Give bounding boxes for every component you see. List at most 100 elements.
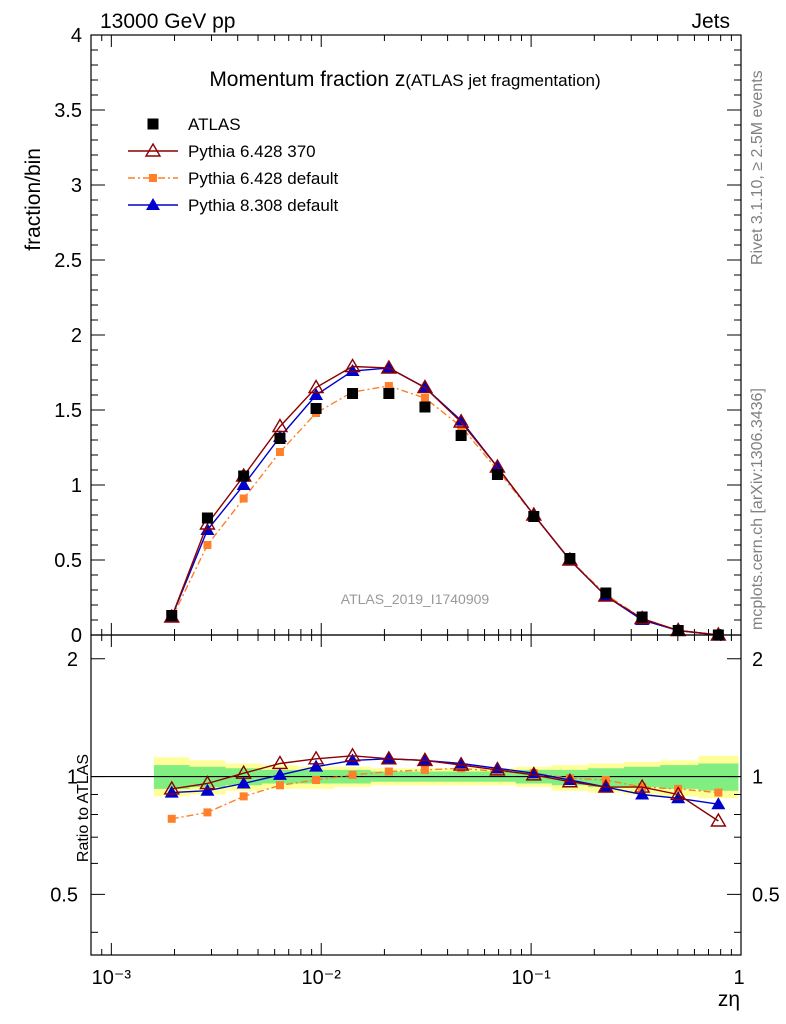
legend-label-p6_370: Pythia 6.428 370 (188, 142, 316, 161)
y-tick-label: 3.5 (54, 100, 82, 122)
data-point-atlas (672, 625, 684, 636)
ratio-series-p6_370 (163, 747, 727, 827)
chart-title-main: Momentum fraction z (209, 68, 405, 91)
y-tick-label: 3 (71, 175, 82, 197)
ratio-point-p6_default (239, 792, 248, 801)
data-point-atlas (600, 587, 612, 599)
ratio-point-p6_370 (416, 751, 434, 767)
main-y-axis-label: fraction/bin (22, 148, 45, 251)
ratio-point-p6_370 (163, 780, 180, 795)
data-point-p6_370 (416, 379, 434, 394)
ratio-y-tick-label-right: 1 (752, 767, 763, 789)
data-point-p6_default (384, 382, 393, 390)
ratio-point-p6_370 (561, 773, 579, 788)
legend-label-p6_default: Pythia 6.428 default (188, 169, 339, 188)
legend-item-p6_370: Pythia 6.428 370 (128, 142, 316, 161)
data-point-p6_370 (452, 413, 470, 428)
data-point-p8_default (454, 413, 469, 426)
data-point-atlas (274, 433, 286, 444)
ratio-y-tick-label: 1 (67, 767, 78, 789)
ratio-point-p6_370 (710, 812, 727, 827)
ratio-point-p6_370 (235, 764, 252, 779)
data-point-p6_default (420, 394, 429, 402)
y-tick-label: 2.5 (54, 250, 82, 272)
ratio-point-p8_default (635, 787, 650, 800)
data-point-p6_370 (307, 379, 325, 394)
data-point-p6_370 (271, 418, 289, 433)
legend-item-p6_default: Pythia 6.428 default (128, 169, 339, 188)
y-tick-label: 0.5 (54, 550, 82, 572)
data-point-p6_default (203, 541, 212, 549)
legend: ATLAS Pythia 6.428 370 Pythia 6.428 defaul… (128, 115, 339, 215)
legend-label-p8_default: Pythia 8.308 default (188, 196, 339, 215)
ratio-point-p6_370 (271, 755, 289, 770)
ratio-y-tick-label: 2 (67, 649, 78, 671)
ratio-y-tick-label-right: 2 (752, 649, 763, 671)
ratio-point-p8_default (200, 783, 215, 796)
x-axis-label: zη (718, 988, 740, 1011)
x-tick-label: 1 (733, 967, 744, 989)
legend-marker-p6_370 (144, 142, 162, 157)
x-tick-label: 10⁻¹ (511, 967, 551, 989)
ratio-point-p6_370 (307, 750, 325, 765)
data-point-p6_default (239, 494, 248, 503)
data-point-p8_default (236, 478, 251, 490)
ratio-point-p6_370 (597, 778, 615, 793)
data-point-p6_370 (380, 359, 398, 374)
ratio-point-p6_370 (489, 761, 506, 776)
data-point-atlas (636, 611, 648, 623)
ratio-line-p6_default (171, 767, 719, 820)
y-tick-label: 1 (71, 475, 82, 497)
ratio-point-p6_370 (344, 747, 361, 762)
y-tick-label: 4 (71, 25, 82, 47)
legend-marker-atlas (147, 118, 159, 130)
ratio-point-p8_default (671, 791, 686, 804)
data-point-p6_default (275, 448, 284, 456)
ratio-point-p6_default (420, 765, 429, 774)
data-point-atlas (419, 401, 431, 413)
data-point-p6_370 (344, 358, 361, 373)
x-tick-label: 10⁻² (301, 967, 341, 989)
y-tick-label: 0 (71, 625, 82, 647)
mcplots-label: mcplots.cern.ch [arXiv:1306.3436] (749, 388, 766, 630)
ratio-point-p6_370 (525, 766, 543, 781)
ratio-point-p6_370 (380, 750, 398, 765)
ratio-point-p6_default (203, 808, 212, 817)
header-left: 13000 GeV pp (100, 10, 235, 33)
rivet-label: Rivet 3.1.10, ≥ 2.5M events (749, 70, 766, 265)
data-point-atlas (564, 553, 576, 564)
data-point-atlas (310, 403, 322, 414)
data-point-atlas (491, 469, 503, 480)
ratio-point-p6_default (275, 781, 284, 790)
data-point-atlas (455, 430, 467, 441)
data-point-atlas (383, 388, 395, 399)
ratio-point-p8_default (417, 753, 432, 766)
ratio-point-p6_370 (633, 778, 651, 793)
ratio-point-p8_default (236, 776, 251, 789)
ratio-point-p6_370 (669, 786, 687, 801)
ratio-line-p8_default (171, 758, 719, 805)
ratio-line-p6_370 (171, 755, 719, 822)
ratio-point-p6_default (674, 784, 683, 793)
data-point-p8_default (345, 364, 360, 376)
analysis-label: ATLAS_2019_I1740909 (341, 591, 490, 607)
chart-title-sub: (ATLAS jet fragmentation) (405, 71, 600, 90)
legend-label-atlas: ATLAS (188, 115, 241, 134)
y-tick-label: 2 (71, 325, 82, 347)
legend-marker-p6_default (149, 174, 157, 182)
ratio-point-p6_default (348, 770, 357, 779)
ratio-point-p6_default (312, 775, 321, 784)
ratio-point-p6_default (714, 788, 723, 797)
ratio-y-tick-label-right: 0.5 (752, 884, 780, 906)
data-point-atlas (347, 388, 359, 399)
ratio-point-p8_default (381, 751, 396, 764)
data-point-atlas (528, 511, 540, 522)
ratio-y-tick-label: 0.5 (50, 884, 78, 906)
ratio-frame-box (90, 634, 742, 956)
main-panel: 0 0.5 1 1.5 2 2.5 3 3.5 4 (54, 25, 742, 647)
data-point-p8_default (417, 380, 432, 393)
ratio-y-axis-label: Ratio to ATLAS (75, 754, 92, 862)
ratio-point-p8_default (598, 780, 613, 793)
ratio-point-p6_default (167, 814, 176, 823)
legend-marker-p8_default (146, 198, 160, 210)
